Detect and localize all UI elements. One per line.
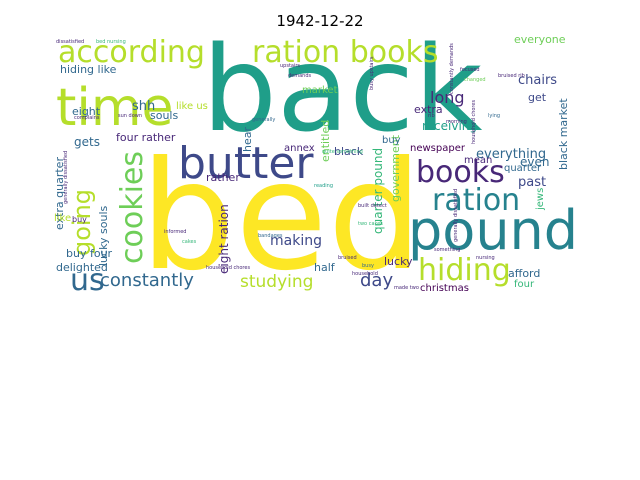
word-souls: souls	[150, 109, 179, 122]
word-four-rather: four rather	[116, 131, 176, 144]
word-household-chores-v: household chores	[471, 99, 477, 144]
word-cookies: cookies	[115, 151, 150, 264]
word-focused: focused	[460, 67, 480, 73]
word-afford: afford	[508, 267, 541, 280]
word-mean: mean	[464, 155, 493, 166]
word-ration-books: ration books	[252, 35, 439, 70]
word-half: half	[314, 261, 335, 274]
word-time: time	[56, 78, 174, 138]
word-bruised-rib: bruised rib	[498, 73, 525, 79]
word-everything: everything	[476, 147, 547, 162]
word-morning: morning	[446, 119, 467, 125]
word-eight: eight	[72, 105, 101, 118]
word-like-us: like us	[176, 101, 208, 112]
word-hiding: hiding	[418, 253, 511, 288]
word-black-market: black market	[557, 98, 570, 170]
word-extra: extra	[414, 103, 443, 116]
word-receiving: receiving	[422, 119, 478, 133]
word-butter: butter	[178, 138, 314, 189]
word-dissatisfied: dissatisfied	[56, 39, 85, 45]
word-studying: studying	[240, 272, 314, 292]
word-books: books	[416, 155, 505, 190]
word-us: us	[70, 263, 105, 298]
word-rib: rib	[428, 113, 435, 119]
word-like: like	[54, 213, 72, 224]
word-generally: generally	[252, 117, 276, 123]
word-jews: jews	[535, 187, 546, 210]
word-back: back	[202, 34, 483, 158]
word-lying: lying	[488, 113, 501, 119]
word-buy: buy	[382, 135, 401, 146]
word-rather: rather	[206, 171, 240, 184]
chart-title: 1942-12-22	[276, 12, 364, 30]
word-chairs: chairs	[518, 73, 558, 88]
word-busy: busy	[362, 263, 374, 269]
word-even: even	[520, 155, 550, 169]
word-changed: changed	[464, 77, 486, 83]
word-market: market	[302, 85, 338, 96]
word-everyone: everyone	[514, 34, 566, 46]
word-making: making	[270, 233, 322, 249]
word-shh: shh	[132, 99, 156, 114]
word-christmas: christmas	[420, 283, 469, 294]
word-made-two: made two	[394, 285, 419, 291]
word-cloud: back bed time pound butter according rat…	[52, 34, 588, 302]
word-constantly-demands: constantly demands	[449, 43, 455, 94]
word-household-chores: household chores	[206, 265, 251, 271]
word-quite-something: quite something	[322, 149, 363, 155]
word-entitled: entitled	[319, 119, 332, 162]
word-pound: pound	[408, 199, 579, 262]
word-bruised: bruised	[338, 255, 357, 261]
word-ration: ration	[432, 183, 521, 218]
word-sun-down: sun down	[118, 113, 143, 119]
word-buy-four: buy four	[66, 247, 113, 260]
word-gets: gets	[74, 135, 100, 149]
word-reading: reading	[314, 183, 333, 189]
word-bandages: bandages	[258, 233, 283, 239]
word-buy-small: buy	[72, 215, 87, 224]
word-get: get	[528, 91, 547, 104]
word-quarter: quarter	[504, 163, 542, 174]
word-hear: hear	[241, 126, 254, 152]
word-eight-ration: eight ration	[217, 204, 231, 274]
word-demands: demands	[288, 73, 312, 79]
word-lucky: lucky	[384, 255, 413, 268]
word-newspaper: newspaper	[410, 143, 465, 154]
word-hiding-like: hiding like	[60, 63, 117, 76]
word-two-cakes: two cakes	[358, 221, 383, 227]
word-dissatisfied-small: generally dissatisfied	[453, 188, 459, 242]
word-informed: informed	[164, 229, 187, 235]
word-generally-dissatisfied: generally dissatisfied	[63, 150, 69, 204]
word-built-detect: built detect	[358, 203, 387, 209]
word-delighted: delighted	[56, 261, 108, 274]
word-long: long	[430, 88, 465, 107]
word-according: according	[58, 35, 205, 70]
word-four: four	[514, 279, 535, 290]
word-bed: bed	[140, 130, 423, 302]
word-past: past	[518, 175, 547, 190]
word-constantly: constantly	[100, 270, 194, 291]
word-something: something	[434, 247, 461, 253]
word-day: day	[360, 270, 394, 291]
word-upstairs: upstairs	[280, 63, 301, 69]
word-bed-nursing: bed nursing	[96, 39, 126, 45]
word-black: black	[334, 145, 364, 158]
word-household: household	[352, 271, 378, 277]
word-busy-upstairs: busy upstairs	[369, 56, 375, 90]
word-cakes: cakes	[182, 239, 197, 245]
word-complains: complains	[74, 115, 100, 121]
word-annex: annex	[284, 143, 315, 154]
word-nursing: nursing	[476, 255, 495, 261]
